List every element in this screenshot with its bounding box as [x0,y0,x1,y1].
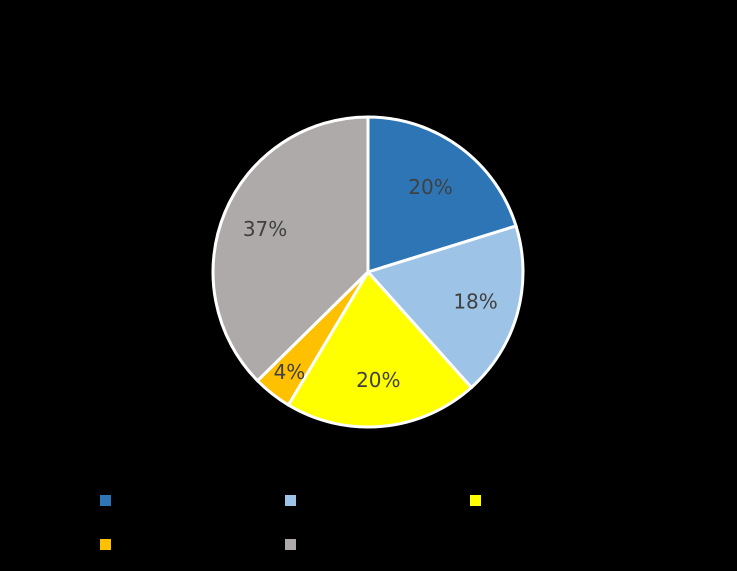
slice-data-label: 20% [356,368,400,392]
legend-item [100,494,285,506]
pie-slice [211,115,370,383]
slice-data-label: 18% [453,290,497,314]
slice-data-label: 20% [408,175,452,199]
legend-swatch [285,538,296,550]
legend-swatch [100,494,111,506]
legend [100,478,660,566]
slice-data-label: 37% [243,217,287,241]
legend-swatch [470,494,481,506]
pie-slice [365,224,525,390]
pie-slice [366,115,518,275]
legend-item [470,494,655,506]
legend-item [285,538,470,550]
legend-swatch [100,538,111,550]
legend-item [100,538,285,550]
slice-data-label: 4% [274,360,306,384]
legend-row [100,478,660,522]
legend-row [100,522,660,566]
pie-slice [286,269,474,429]
legend-swatch [285,494,296,506]
legend-item [285,494,470,506]
